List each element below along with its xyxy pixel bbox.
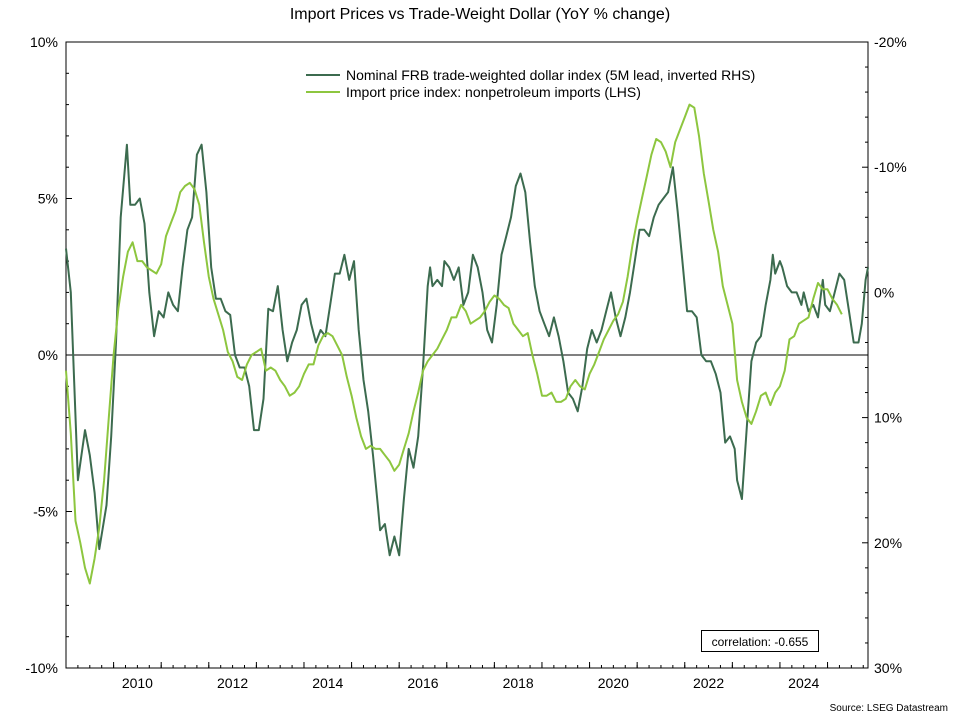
legend-item-import: Import price index: nonpetroleum imports… — [306, 83, 755, 100]
series-line-1 — [65, 103, 843, 585]
source-note: Source: LSEG Datastream — [829, 703, 948, 714]
y-right-tick-label: 20% — [874, 535, 902, 551]
x-tick-label: 2016 — [407, 675, 438, 691]
y-left-tick-label: 0% — [38, 347, 58, 363]
y-right-tick-label: 10% — [874, 410, 902, 426]
x-tick-label: 2014 — [312, 675, 343, 691]
series-layer — [65, 103, 869, 585]
chart-title: Import Prices vs Trade-Weight Dollar (Yo… — [289, 6, 671, 23]
y-left-tick-label: 5% — [38, 191, 58, 207]
y-right-tick-label: 30% — [874, 660, 902, 676]
y-right-tick-label: -20% — [874, 34, 907, 50]
x-tick-label: 2010 — [122, 675, 153, 691]
x-tick-label: 2012 — [217, 675, 248, 691]
y-right-tick-label: 0% — [874, 284, 894, 300]
legend-swatch-dollar — [306, 73, 340, 76]
series-line-0 — [65, 143, 869, 557]
x-tick-label: 2022 — [693, 675, 724, 691]
y-left-tick-label: -10% — [25, 660, 58, 676]
legend: Nominal FRB trade-weighted dollar index … — [306, 66, 755, 100]
legend-item-dollar: Nominal FRB trade-weighted dollar index … — [306, 66, 755, 83]
legend-swatch-import — [306, 90, 340, 93]
y-left-tick-label: -5% — [33, 504, 58, 520]
axes: 10% 5% 0% -5% -10% -20% -10% 0% 10% 20% 30% 2010 201… — [25, 34, 906, 691]
x-tick-label: 2020 — [598, 675, 629, 691]
y-left-tick-label: 10% — [30, 34, 58, 50]
y-right-tick-label: -10% — [874, 159, 907, 175]
x-tick-label: 2024 — [788, 675, 819, 691]
x-tick-label: 2018 — [503, 675, 534, 691]
correlation-annotation: correlation: -0.655 — [701, 630, 819, 652]
legend-label-dollar: Nominal FRB trade-weighted dollar index … — [346, 66, 756, 83]
legend-label-import: Import price index: nonpetroleum imports… — [346, 83, 641, 100]
